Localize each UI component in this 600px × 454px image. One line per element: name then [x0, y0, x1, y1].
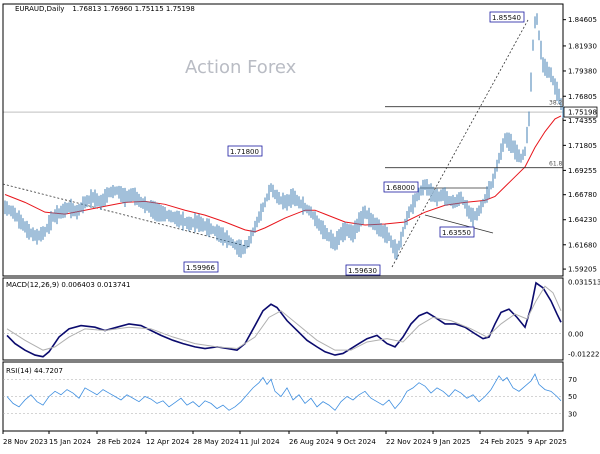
macd-line — [6, 281, 562, 358]
current-price-label: 1.75198 — [568, 109, 597, 117]
xtick-label: 28 May 2024 — [193, 438, 239, 446]
xtick-label: 9 Apr 2025 — [528, 438, 567, 446]
macd-title: MACD(12,26,9) 0.006403 0.013741 — [6, 281, 130, 289]
ma-line — [4, 115, 562, 233]
xtick-label: 28 Nov 2023 — [3, 438, 48, 446]
price-ytick-label: 1.66780 — [568, 191, 597, 199]
price-annotation-label: 1.71800 — [230, 148, 259, 156]
price-series — [4, 13, 564, 260]
price-ytick-label: 1.84605 — [568, 16, 597, 24]
xtick-label: 12 Apr 2024 — [146, 438, 190, 446]
price-annotation-box — [345, 264, 381, 276]
price-ytick-label: 1.64230 — [568, 216, 597, 224]
rsi-title: RSI(14) 44.7207 — [6, 367, 63, 375]
price-ytick-label: 1.61680 — [568, 241, 597, 249]
price-annotations: 1.85540 1.71800 1.68000 1.63550 1.59966 1.596… — [183, 11, 525, 276]
x-axis-labels: 28 Nov 2023 15 Jan 2024 28 Feb 2024 12 Apr … — [2, 431, 567, 446]
xtick-label: 11 Jul 2024 — [240, 438, 280, 446]
y-axis-labels: 1.84605 1.81930 1.79380 1.76805 1.74355 1.718… — [563, 16, 600, 418]
range-bottom-line — [424, 214, 494, 234]
price-annotation-label: 1.68000 — [386, 184, 415, 192]
panel-frame-1 — [2, 3, 564, 277]
signal-line — [6, 285, 562, 351]
trendline-up — [391, 19, 529, 268]
xtick-label: 15 Jan 2024 — [49, 438, 92, 446]
price-annotation-label: 1.59630 — [348, 267, 377, 275]
macd-ytick-label: 0.031513 — [568, 279, 600, 287]
watermark: Action Forex — [185, 57, 297, 78]
price-annotation-box — [439, 226, 475, 238]
fib-levels: 38.2 61.8 — [385, 100, 563, 169]
price-ytick-label: 1.69255 — [568, 167, 597, 175]
symbol-title: EURAUD,Daily 1.76813 1.76960 1.75115 1.75… — [15, 5, 195, 13]
rsi-ytick-label: 50 — [568, 393, 577, 401]
macd-series — [3, 281, 563, 358]
xtick-label: 9 Oct 2024 — [337, 438, 376, 446]
price-ytick-label: 1.59205 — [568, 266, 597, 274]
rsi-line — [6, 373, 562, 411]
xtick-label: 28 Feb 2024 — [97, 438, 141, 446]
fib-level-label: 38.2 — [549, 100, 563, 107]
fib-level-label: 61.8 — [549, 161, 563, 168]
price-annotation-box — [183, 261, 219, 273]
rsi-ytick-label: 30 — [568, 410, 577, 418]
xtick-label: 24 Feb 2025 — [480, 438, 524, 446]
panel-frame-2 — [2, 277, 564, 361]
price-annotation-box — [489, 11, 525, 23]
price-ytick-label: 1.81930 — [568, 42, 597, 50]
price-annotation-box — [227, 145, 263, 157]
xtick-label: 9 Jan 2025 — [433, 438, 471, 446]
moving-average — [4, 115, 562, 233]
price-ytick-label: 1.79380 — [568, 67, 597, 75]
price-annotation-label: 1.59966 — [186, 264, 215, 272]
xtick-label: 26 Aug 2024 — [289, 438, 334, 446]
price-annotation-label: 1.85540 — [492, 14, 521, 22]
price-ytick-label: 1.76805 — [568, 93, 597, 101]
macd-ytick-label: -0.012223 — [568, 350, 600, 358]
xtick-label: 22 Nov 2024 — [386, 438, 431, 446]
price-ytick-label: 1.74355 — [568, 117, 597, 125]
price-annotation-box — [383, 181, 419, 193]
rsi-series — [3, 373, 563, 415]
rsi-ytick-label: 70 — [568, 376, 577, 384]
price-annotation-label: 1.63550 — [442, 229, 471, 237]
price-ytick-label: 1.71805 — [568, 142, 597, 150]
current-price-box — [563, 106, 598, 118]
macd-ytick-label: 0.00 — [568, 330, 584, 338]
